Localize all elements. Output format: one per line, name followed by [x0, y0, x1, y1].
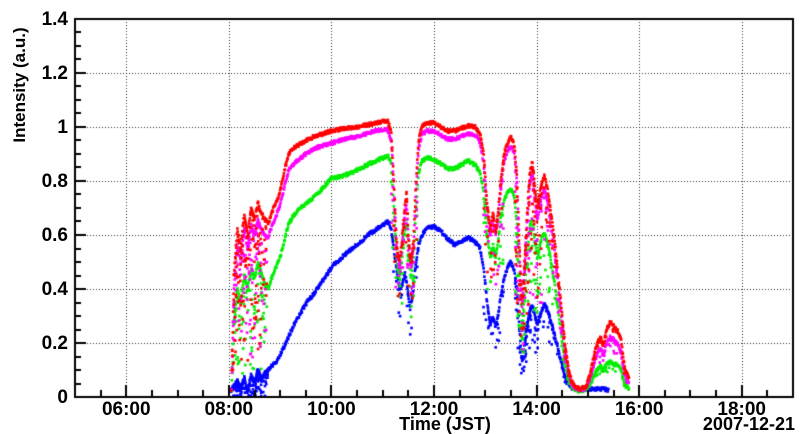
- x-tick-label: 16:00: [614, 399, 664, 420]
- y-tick-label: 1.4: [41, 9, 68, 30]
- x-tick-label: 06:00: [101, 399, 151, 420]
- y-tick-label: 0: [57, 387, 68, 408]
- y-tick-label: 0.6: [41, 225, 68, 246]
- date-label: 2007-12-21: [702, 414, 795, 434]
- x-tick-label: 12:00: [409, 399, 459, 420]
- x-axis-title: Time (JST): [399, 414, 491, 434]
- y-tick-label: 0.8: [41, 171, 68, 192]
- x-tick-label: 14:00: [512, 399, 561, 420]
- x-tick-label: 10:00: [307, 399, 356, 420]
- y-tick-label: 0.2: [41, 333, 68, 354]
- x-tick-label: 18:00: [717, 399, 766, 420]
- x-tick-label: 08:00: [204, 399, 254, 420]
- y-tick-label: 0.4: [41, 279, 68, 300]
- y-tick-label: 1: [57, 117, 68, 138]
- y-tick-label: 1.2: [41, 63, 68, 84]
